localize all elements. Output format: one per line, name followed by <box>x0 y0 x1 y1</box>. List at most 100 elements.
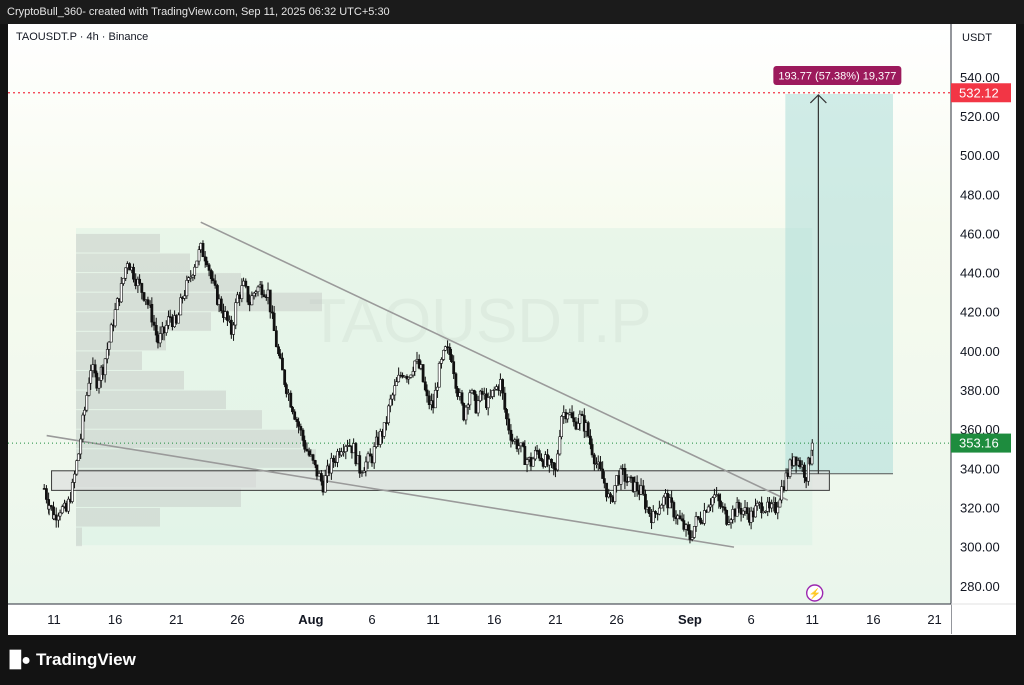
footer-bar <box>0 635 1024 685</box>
candle <box>309 454 313 456</box>
candle <box>580 413 584 416</box>
candle <box>635 481 639 492</box>
candle <box>289 392 293 408</box>
time-axis[interactable] <box>8 604 951 634</box>
candle <box>423 381 427 391</box>
candle <box>293 411 297 420</box>
candle <box>464 406 468 421</box>
candle <box>670 497 674 503</box>
candle <box>57 515 60 521</box>
x-tick-label: Sep <box>678 612 702 627</box>
candle <box>554 468 557 471</box>
lower-trendline[interactable] <box>46 434 735 548</box>
y-tick-label: 400.00 <box>960 344 1000 359</box>
candle <box>413 360 417 372</box>
candle <box>715 494 719 496</box>
candle <box>725 510 729 525</box>
y-tick-label: 540.00 <box>960 70 1000 85</box>
candle <box>662 496 666 506</box>
candle <box>103 358 107 376</box>
candle <box>768 501 771 509</box>
candle <box>113 309 117 327</box>
candle <box>303 440 307 450</box>
candle <box>54 514 58 521</box>
candle <box>776 506 780 514</box>
candle <box>531 458 535 467</box>
tradingview-logo[interactable]: ▉● TradingView <box>10 650 136 670</box>
candle <box>739 508 743 515</box>
candle <box>578 413 582 424</box>
volume-profile-bar <box>76 253 191 273</box>
candle <box>234 302 238 326</box>
candle <box>782 486 786 491</box>
candle <box>558 436 562 455</box>
candle <box>784 472 788 491</box>
x-tick-label: 16 <box>108 612 122 627</box>
candle <box>758 502 761 505</box>
candle <box>552 462 556 469</box>
candle <box>181 297 184 299</box>
flash-event-icon[interactable] <box>806 584 824 602</box>
candle <box>537 450 541 459</box>
symbol-info[interactable]: TAOUSDT.P · 4h · Binance <box>16 31 149 43</box>
candle <box>810 442 814 451</box>
candle <box>138 278 142 284</box>
candle <box>73 473 76 483</box>
candle <box>692 526 696 538</box>
support-zone[interactable] <box>51 470 830 491</box>
candle <box>79 438 83 455</box>
candle <box>774 501 777 514</box>
candle <box>299 426 303 431</box>
candle <box>770 503 774 509</box>
candle <box>729 519 733 523</box>
candle <box>134 278 138 287</box>
candle <box>566 413 570 420</box>
last-price-badge[interactable] <box>951 433 1011 453</box>
candle <box>491 390 494 397</box>
candle <box>75 460 79 475</box>
x-tick-label: 21 <box>548 612 562 627</box>
candle <box>647 506 651 514</box>
candle <box>529 457 533 467</box>
candle <box>122 277 125 284</box>
candle <box>507 418 511 431</box>
candle <box>721 506 725 508</box>
volume-profile-bar <box>76 449 317 468</box>
price-target-box[interactable] <box>785 93 893 474</box>
candle <box>498 379 502 391</box>
candle <box>525 459 529 465</box>
upper-trendline[interactable] <box>200 221 789 501</box>
candle <box>427 395 431 406</box>
candle <box>517 445 521 450</box>
candle <box>287 392 290 395</box>
candle <box>183 295 187 299</box>
candle <box>272 312 276 332</box>
target-label-box[interactable] <box>773 66 902 85</box>
candle <box>458 392 462 397</box>
target-price-badge[interactable] <box>951 83 1011 103</box>
candle <box>219 298 223 312</box>
candle <box>321 480 325 493</box>
candle <box>101 366 105 376</box>
candle <box>215 285 219 305</box>
x-tick-label: 6 <box>747 612 754 627</box>
candle <box>482 393 486 396</box>
candle <box>688 530 692 540</box>
candle <box>702 510 706 524</box>
candle <box>174 315 178 324</box>
x-tick-label: 26 <box>609 612 623 627</box>
candle <box>761 511 765 514</box>
candle <box>460 392 464 404</box>
price-axis[interactable] <box>951 24 1016 634</box>
candle <box>450 354 453 362</box>
candle <box>128 263 131 271</box>
candle <box>209 270 213 279</box>
candle <box>70 482 74 502</box>
candle <box>146 299 150 305</box>
candle <box>115 298 119 311</box>
candle <box>627 476 631 482</box>
candle <box>158 333 162 344</box>
candle <box>58 512 62 517</box>
candle <box>370 455 374 464</box>
